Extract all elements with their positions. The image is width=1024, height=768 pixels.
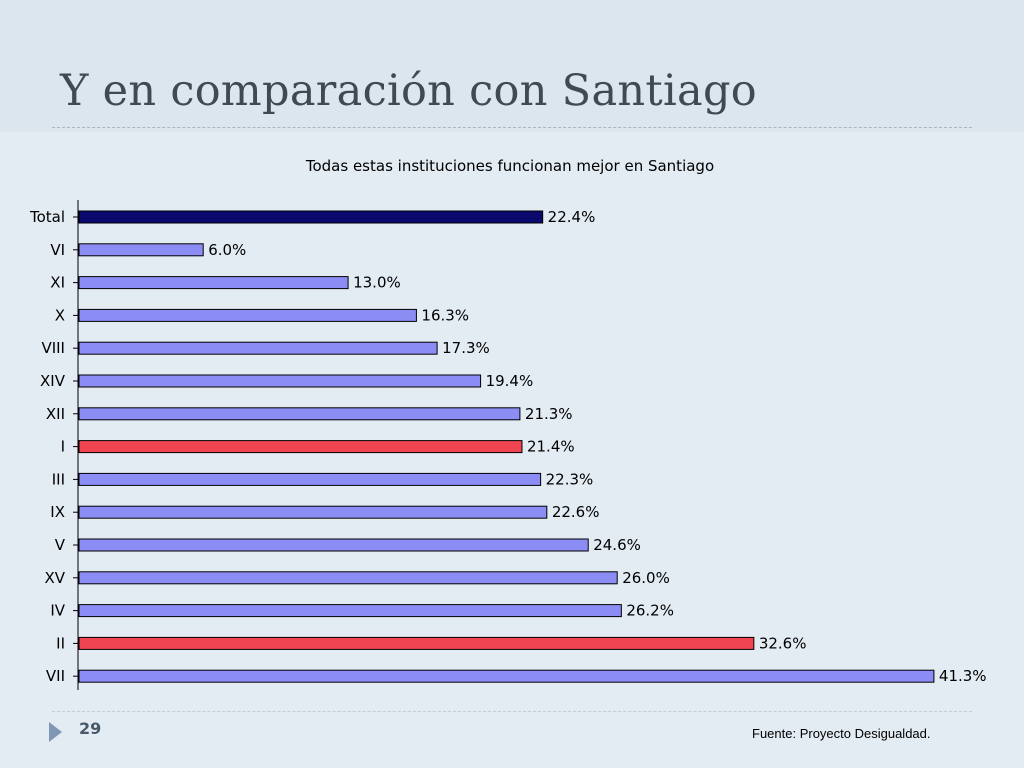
- source-note: Fuente: Proyecto Desigualdad.: [752, 726, 931, 741]
- title-divider: [52, 127, 972, 128]
- chart-title: Todas estas instituciones funcionan mejo…: [305, 157, 714, 175]
- bars-layer: Total 22.4%VI 6.0%XI 13.0%X 16.3%VIII 17.3%XI…: [29, 208, 987, 685]
- bar: [78, 243, 204, 257]
- y-tick-label: VI: [50, 241, 65, 259]
- slide-title: Y en comparación con Santiago: [60, 66, 757, 116]
- bar: [78, 407, 521, 421]
- y-tick-label: I: [61, 438, 65, 456]
- data-label: 13.0%: [353, 274, 401, 292]
- bar: [78, 571, 618, 585]
- data-label: 22.4%: [548, 208, 596, 226]
- y-tick-label: V: [55, 536, 66, 554]
- y-tick-label: XV: [44, 569, 65, 587]
- y-tick-label: XII: [46, 405, 65, 423]
- data-label: 19.4%: [486, 372, 534, 390]
- data-label: 32.6%: [759, 634, 807, 652]
- header-band: [0, 0, 1024, 132]
- bar: [78, 604, 622, 618]
- bar: [78, 636, 755, 650]
- data-label: 21.3%: [525, 405, 573, 423]
- y-tick-label: III: [52, 470, 65, 488]
- y-tick-label: VII: [46, 667, 65, 685]
- bar: [78, 276, 349, 290]
- y-tick-label: XI: [50, 274, 65, 292]
- data-label: 41.3%: [939, 667, 987, 685]
- y-tick-label: II: [56, 634, 65, 652]
- y-tick-label: VIII: [41, 339, 65, 357]
- data-label: 22.6%: [552, 503, 600, 521]
- y-tick-label: XIV: [40, 372, 66, 390]
- footer-divider: [52, 711, 972, 712]
- bar: [78, 341, 438, 355]
- data-label: 22.3%: [546, 470, 594, 488]
- page-number: 29: [79, 719, 102, 738]
- data-label: 17.3%: [442, 339, 490, 357]
- y-tick-label: IV: [50, 602, 65, 620]
- bar: [78, 538, 589, 552]
- y-tick-label: X: [55, 306, 65, 324]
- y-tick-label: IX: [50, 503, 65, 521]
- data-label: 26.2%: [626, 602, 674, 620]
- y-tick-label: Total: [29, 208, 65, 226]
- bar: [78, 210, 544, 224]
- data-label: 6.0%: [208, 241, 246, 259]
- data-label: 26.0%: [622, 569, 670, 587]
- bar: [78, 505, 548, 519]
- bar: [78, 440, 523, 454]
- page-arrow-icon: [49, 722, 62, 742]
- data-label: 24.6%: [593, 536, 641, 554]
- data-label: 16.3%: [421, 306, 469, 324]
- bar: [78, 472, 542, 486]
- bar: [78, 669, 935, 683]
- data-label: 21.4%: [527, 438, 575, 456]
- bar: [78, 374, 482, 388]
- bar: [78, 308, 417, 322]
